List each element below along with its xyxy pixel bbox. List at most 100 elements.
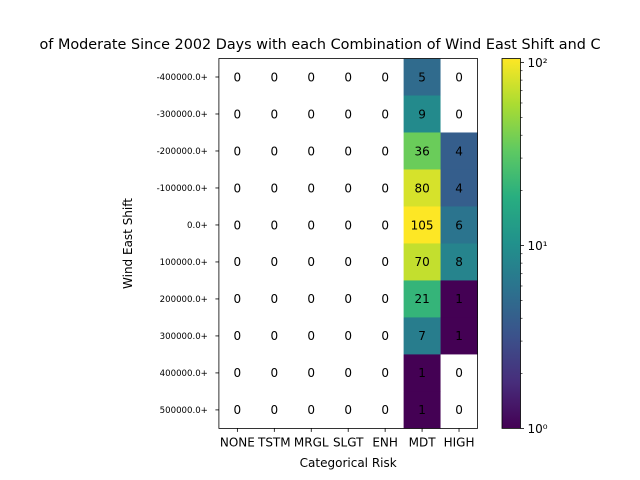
cell-value-label: 0 [270, 403, 278, 417]
heatmap-cell [329, 280, 367, 318]
heatmap-cell [366, 391, 404, 429]
heatmap-cell [440, 317, 478, 355]
cell-value-label: 0 [234, 107, 242, 121]
cell-value-label: 5 [418, 70, 426, 84]
heatmap-cell [403, 354, 441, 392]
heatmap-cell [329, 391, 367, 429]
y-tick-label: 200000.0+ [160, 295, 208, 305]
heatmap-cell [218, 317, 257, 355]
x-axis-ticks: NONE TSTM MRGL SLGT ENH MDT HIGH [220, 428, 475, 449]
heatmap-cell [440, 58, 478, 96]
heatmap-cell [329, 354, 367, 392]
cell-value-label: 0 [381, 181, 389, 195]
x-tick-label: MRGL [294, 435, 329, 449]
cell-value-label: 0 [307, 292, 315, 306]
colorbar-ticks: 10⁰ 10¹ 10² [520, 56, 548, 436]
y-axis-ticks: -400000.0+ -300000.0+ -200000.0+ -100000.0+… [157, 73, 219, 416]
x-tick-label: SLGT [333, 435, 364, 449]
heatmap-cell [292, 243, 331, 281]
cell-value-label: 0 [344, 366, 352, 380]
cell-value-label: 8 [455, 255, 463, 269]
cell-value-label: 0 [307, 329, 315, 343]
cell-value-label: 0 [381, 403, 389, 417]
cell-value-label: 21 [414, 292, 429, 306]
y-tick-label: 300000.0+ [160, 332, 208, 342]
heatmap-cell [292, 95, 331, 133]
cell-value-label: 1 [455, 329, 463, 343]
heatmap-cell [255, 132, 294, 170]
heatmap-cell [218, 391, 257, 429]
cell-value-label: 0 [307, 218, 315, 232]
heatmap-cell [403, 206, 441, 244]
heatmap-cell [440, 391, 478, 429]
cell-value-label: 0 [234, 403, 242, 417]
x-tick-label: HIGH [444, 435, 475, 449]
heatmap-cell [329, 317, 367, 355]
cell-value-label: 70 [414, 255, 429, 269]
cell-value-label: 7 [418, 329, 426, 343]
heatmap-cell-labels: 0 0 0 0 0 5 00 0 0 0 0 9 00 0 0 0 0 36 40 0 0 0 0 80 40 0 0 0 0 105 60… [234, 70, 463, 417]
x-tick-label: MDT [409, 435, 437, 449]
cell-value-label: 0 [344, 292, 352, 306]
cell-value-label: 0 [381, 366, 389, 380]
heatmap-cell [255, 58, 294, 96]
cell-value-label: 0 [381, 255, 389, 269]
heatmap-cell [366, 95, 404, 133]
cell-value-label: 0 [381, 144, 389, 158]
cell-value-label: 0 [455, 366, 463, 380]
colorbar [502, 58, 521, 429]
heatmap-cell [218, 169, 257, 207]
heatmap-cell [255, 354, 294, 392]
heatmap-cell [403, 243, 441, 281]
cell-value-label: 0 [455, 403, 463, 417]
heatmap-cell [329, 243, 367, 281]
heatmap-cell [366, 317, 404, 355]
cell-value-label: 0 [234, 181, 242, 195]
cell-value-label: 0 [381, 218, 389, 232]
colorbar-tick-label: 10⁰ [528, 422, 548, 436]
cell-value-label: 0 [455, 107, 463, 121]
heatmap-cell [440, 280, 478, 318]
heatmap-cell [218, 354, 257, 392]
x-axis-label: Categorical Risk [300, 456, 397, 470]
cell-value-label: 0 [270, 70, 278, 84]
cell-value-label: 0 [270, 329, 278, 343]
heatmap-cell [255, 280, 294, 318]
heatmap-cell [440, 354, 478, 392]
heatmap-cell [403, 391, 441, 429]
cell-value-label: 4 [455, 144, 463, 158]
heatmap-cell [292, 169, 331, 207]
cell-value-label: 0 [307, 403, 315, 417]
heatmap-cell [366, 58, 404, 96]
y-tick-label: -400000.0+ [157, 73, 208, 83]
heatmap-cell [255, 391, 294, 429]
cell-value-label: 0 [307, 70, 315, 84]
heatmap-cell [366, 243, 404, 281]
heatmap-cell [255, 95, 294, 133]
heatmap-cell [403, 132, 441, 170]
heatmap-cell [218, 206, 257, 244]
cell-value-label: 0 [270, 218, 278, 232]
heatmap-cell [366, 132, 404, 170]
cell-value-label: 0 [270, 144, 278, 158]
heatmap-cell [366, 206, 404, 244]
cell-value-label: 36 [414, 144, 429, 158]
x-tick-label: NONE [220, 435, 255, 449]
y-tick-label: -100000.0+ [157, 184, 208, 194]
heatmap-cell [255, 317, 294, 355]
cell-value-label: 0 [307, 366, 315, 380]
cell-value-label: 0 [307, 107, 315, 121]
x-tick-label: TSTM [257, 435, 291, 449]
cell-value-label: 0 [344, 144, 352, 158]
cell-value-label: 9 [418, 107, 426, 121]
heatmap-cell [218, 280, 257, 318]
cell-value-label: 0 [381, 329, 389, 343]
heatmap-cell [255, 206, 294, 244]
cell-value-label: 0 [234, 144, 242, 158]
chart-title: of Moderate Since 2002 Days with each Co… [40, 37, 601, 53]
cell-value-label: 0 [455, 70, 463, 84]
heatmap-cell [292, 354, 331, 392]
cell-value-label: 0 [307, 181, 315, 195]
heatmap-cell [218, 243, 257, 281]
heatmap-cell [403, 317, 441, 355]
